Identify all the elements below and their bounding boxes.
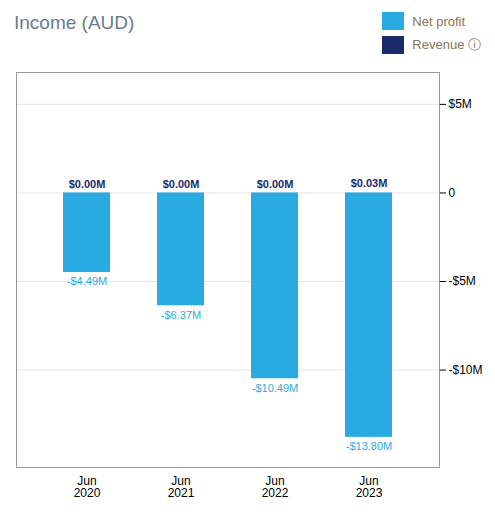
html-text:Net profit: Net profit <box>412 13 466 29</box>
svg-text:$0.03M: $0.03M <box>351 177 388 189</box>
svg-text:$0.00M: $0.00M <box>257 178 294 190</box>
svg-text:Jun2022: Jun2022 <box>262 474 289 500</box>
svg-text:$5M: $5M <box>449 97 472 111</box>
svg-text:-$10.49M: -$10.49M <box>252 382 298 394</box>
svg-text:$0.00M: $0.00M <box>163 178 200 190</box>
svg-text:-$6.37M: -$6.37M <box>161 309 201 321</box>
svg-text:$0.00M: $0.00M <box>69 178 106 190</box>
html-text:Revenue ⓘ: Revenue ⓘ <box>412 37 481 52</box>
svg-text:Jun2020: Jun2020 <box>74 474 101 500</box>
svg-text:-$10M: -$10M <box>449 363 483 377</box>
svg-text:-$13.80M: -$13.80M <box>346 440 392 452</box>
svg-text:Jun2021: Jun2021 <box>168 474 195 500</box>
svg-text:-$4.49M: -$4.49M <box>67 275 107 287</box>
html-text:Income (AUD): Income (AUD) <box>14 12 135 33</box>
svg-text:-$5M: -$5M <box>449 274 476 288</box>
svg-text:0: 0 <box>449 186 456 200</box>
svg-text:Jun2023: Jun2023 <box>356 474 383 500</box>
